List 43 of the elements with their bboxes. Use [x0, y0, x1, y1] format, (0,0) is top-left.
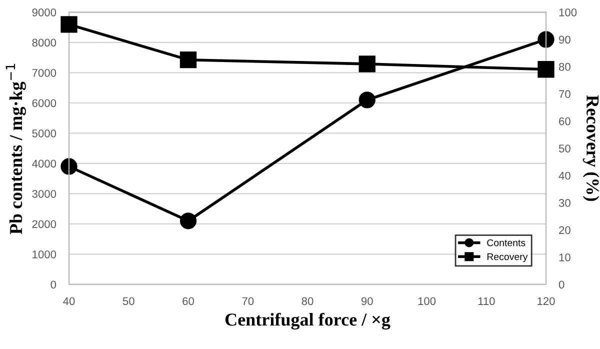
y2-tick-label: 10: [559, 253, 570, 262]
point: [180, 52, 197, 68]
x-tick-label: 60: [182, 297, 194, 306]
x-tick-label: 120: [538, 297, 555, 306]
y2-tick-label: 20: [559, 226, 570, 234]
y2-tick-label: 100: [559, 8, 577, 16]
point: [180, 212, 197, 230]
y-tick-label: 9000: [32, 8, 56, 16]
point: [358, 92, 376, 108]
x-tick-label: 80: [302, 297, 314, 306]
point: [538, 61, 554, 78]
x-tick-label: 90: [361, 297, 373, 306]
y-tick-label: 8000: [32, 38, 56, 47]
y2-tick-label: 30: [558, 199, 570, 207]
y-axis-title: Pb contents / mg·kg$^{−1}$: [6, 64, 26, 234]
point: [538, 31, 554, 48]
x-tick-label: 110: [478, 297, 495, 306]
x-tick-label: 40: [63, 297, 75, 306]
point: [60, 16, 78, 33]
y2-tick-label: 70: [559, 90, 570, 98]
y-tick-label: 0: [50, 280, 56, 289]
point: [60, 158, 78, 175]
y2-tick-label: 0: [558, 280, 564, 289]
y-tick-label: 4000: [32, 160, 56, 168]
y2-tick-label: 60: [559, 117, 570, 126]
y2-axis-title: Recovery (%): [582, 95, 600, 201]
y-tick-label: 2000: [32, 220, 56, 228]
x-tick-label: 100: [418, 297, 436, 306]
y-tick-label: 6000: [32, 99, 56, 108]
y-tick-label: 7000: [32, 68, 56, 77]
x-tick-label: 50: [122, 297, 134, 306]
y2-tick-label: 80: [558, 62, 570, 71]
y-tick-label: 5000: [32, 129, 56, 138]
y-tick-label: 3000: [32, 190, 56, 198]
y2-tick-label: 50: [558, 144, 570, 152]
legend-label: Recovery: [487, 253, 528, 262]
x-tick-label: 70: [242, 297, 254, 306]
x-axis-title: Centrifugal force / ×g: [225, 312, 390, 330]
legend-label: Contents: [487, 239, 526, 246]
y2-tick-label: 40: [558, 172, 570, 180]
y-tick-label: 1000: [32, 250, 56, 258]
point: [358, 56, 376, 72]
y2-tick-label: 90: [559, 36, 570, 44]
